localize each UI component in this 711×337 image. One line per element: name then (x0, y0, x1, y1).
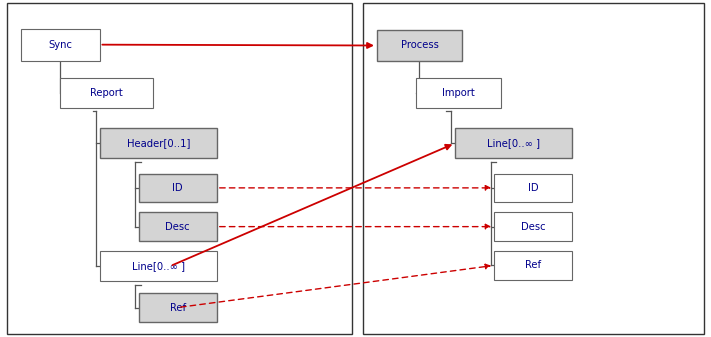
Bar (494, 174, 572, 202)
Text: ID: ID (173, 183, 183, 193)
Bar (100, 128, 217, 158)
Text: ID: ID (528, 183, 538, 193)
Bar (494, 251, 572, 280)
Text: Ref: Ref (170, 303, 186, 312)
Bar (139, 293, 217, 322)
Bar (455, 128, 572, 158)
Text: Header[0..1]: Header[0..1] (127, 138, 190, 148)
Bar (100, 251, 217, 281)
Bar (7, 3, 352, 334)
Text: Process: Process (400, 40, 439, 51)
Bar (139, 174, 217, 202)
Text: Desc: Desc (166, 222, 190, 232)
Bar (377, 30, 462, 61)
Text: Line[0..∞ ]: Line[0..∞ ] (487, 138, 540, 148)
Text: Ref: Ref (525, 261, 541, 270)
Bar (21, 29, 100, 61)
Bar (494, 212, 572, 241)
Bar (60, 78, 153, 108)
Bar (416, 78, 501, 108)
Bar (139, 212, 217, 241)
Text: Sync: Sync (48, 40, 73, 50)
Text: Report: Report (90, 88, 123, 98)
Text: Line[0..∞ ]: Line[0..∞ ] (132, 261, 185, 271)
Text: Import: Import (442, 88, 475, 98)
Bar (363, 3, 704, 334)
Text: Desc: Desc (521, 222, 545, 232)
